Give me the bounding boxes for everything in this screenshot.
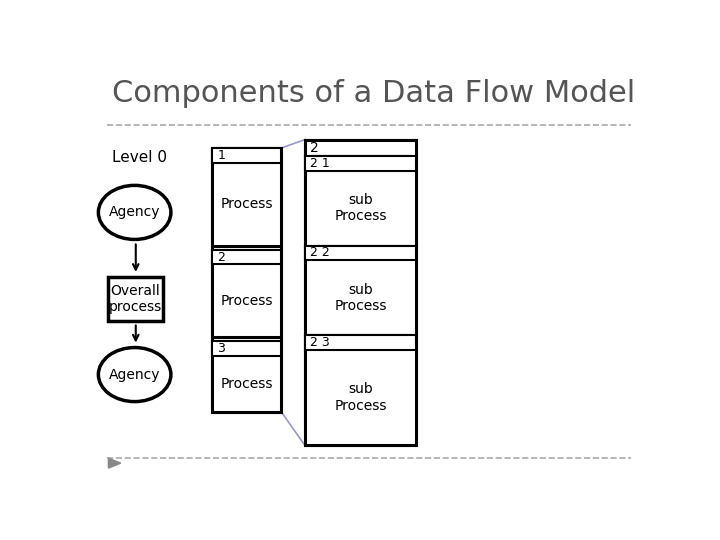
Text: 2 3: 2 3 bbox=[310, 336, 330, 349]
Bar bbox=[109, 277, 163, 321]
Text: 3: 3 bbox=[217, 342, 225, 355]
Bar bbox=[212, 250, 282, 337]
Text: Level 2: Level 2 bbox=[333, 150, 388, 165]
Text: Process: Process bbox=[220, 377, 273, 391]
Text: 2: 2 bbox=[310, 141, 319, 155]
Text: 2: 2 bbox=[217, 251, 225, 264]
Bar bbox=[212, 148, 282, 163]
Text: Process: Process bbox=[220, 197, 273, 211]
Text: Level 0: Level 0 bbox=[112, 150, 167, 165]
Text: Agency: Agency bbox=[109, 368, 161, 382]
Bar bbox=[305, 156, 416, 171]
Text: Overall
process: Overall process bbox=[109, 284, 162, 314]
Text: Level 1: Level 1 bbox=[227, 150, 282, 165]
Text: 2 2: 2 2 bbox=[310, 246, 330, 259]
Bar bbox=[305, 156, 416, 246]
Bar bbox=[305, 140, 416, 156]
Bar bbox=[305, 335, 416, 349]
Text: sub
Process: sub Process bbox=[334, 382, 387, 413]
Bar bbox=[305, 246, 416, 335]
Bar bbox=[305, 335, 416, 446]
Bar bbox=[212, 148, 282, 246]
Text: 1: 1 bbox=[217, 148, 225, 162]
Bar bbox=[212, 341, 282, 356]
Polygon shape bbox=[109, 458, 121, 468]
Text: sub
Process: sub Process bbox=[334, 282, 387, 313]
Bar bbox=[305, 140, 416, 446]
Bar bbox=[212, 148, 282, 412]
Text: Process: Process bbox=[220, 294, 273, 308]
Bar bbox=[212, 341, 282, 412]
Text: Components of a Data Flow Model: Components of a Data Flow Model bbox=[112, 79, 636, 109]
Text: 2 1: 2 1 bbox=[310, 157, 330, 170]
Text: sub
Process: sub Process bbox=[334, 193, 387, 224]
Bar bbox=[305, 246, 416, 260]
Bar bbox=[212, 250, 282, 265]
Text: Agency: Agency bbox=[109, 205, 161, 219]
